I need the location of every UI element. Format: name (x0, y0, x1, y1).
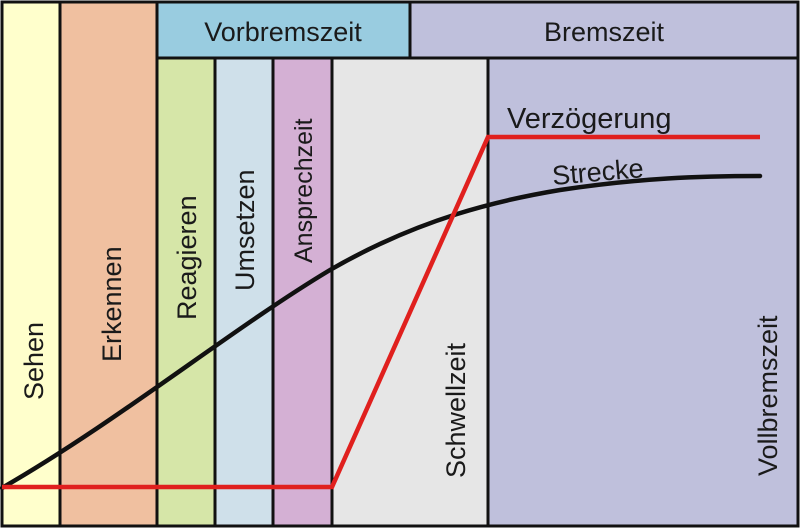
phase-label-reagieren: Reagieren (172, 195, 202, 320)
phase-column-umsetzen (213, 56, 275, 528)
phase-column-sehen (0, 0, 62, 528)
bremszeit-header-label: Bremszeit (544, 17, 665, 47)
bremszeit-header-box (408, 0, 800, 60)
verzoegerung-label: Verzögerung (507, 103, 671, 135)
phase-column-erkennen (58, 0, 159, 528)
phase-label-ansprechzeit: Ansprechzeit (290, 118, 318, 263)
strecke-curve (0, 173, 763, 491)
verzoegerung-curve (2, 134, 760, 490)
phase-label-sehen: Sehen (19, 322, 49, 400)
phase-label-umsetzen: Umsetzen (230, 169, 260, 291)
phase-label-vollbremszeit: Vollbremszeit (753, 315, 783, 476)
phase-column-ansprechzeit (271, 56, 334, 528)
phase-label-erkennen: Erkennen (97, 246, 127, 362)
phase-label-schwellzeit: Schwellzeit (441, 342, 471, 478)
phase-column-schwellzeit (330, 56, 490, 528)
vorbremszeit-header-label: Vorbremszeit (204, 17, 362, 47)
